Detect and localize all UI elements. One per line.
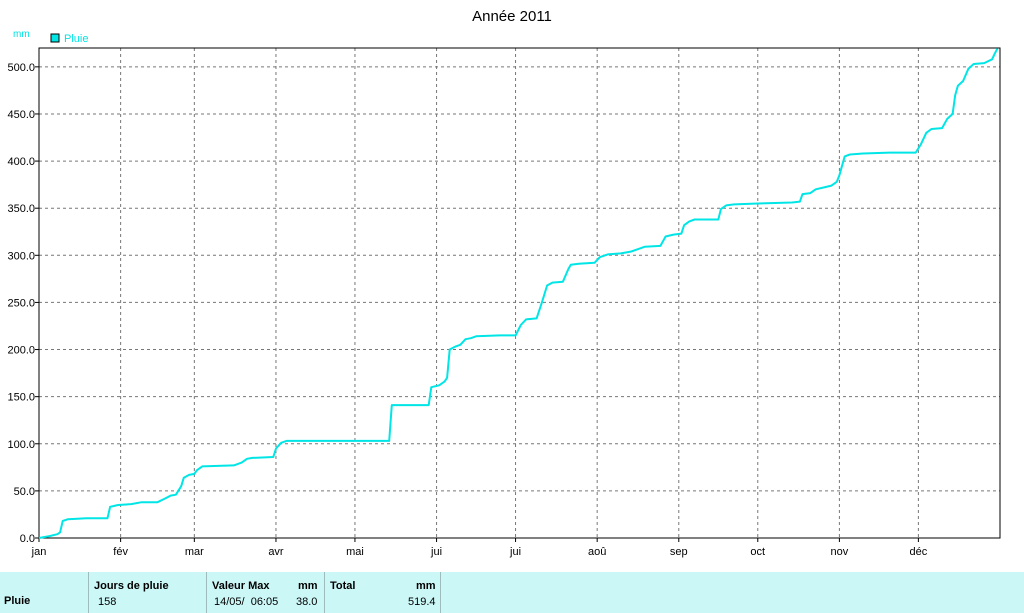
total-unit: mm: [416, 580, 436, 592]
x-tick-label: avr: [268, 546, 284, 558]
summary-footer: Pluie Jours de pluie 158 Valeur Max mm 1…: [0, 572, 1024, 613]
legend: Pluie: [50, 33, 88, 45]
legend-swatch: [50, 33, 60, 43]
series-line-pluie: [38, 48, 999, 539]
y-tick-label: 200.0: [7, 345, 35, 357]
plot-frame: [38, 47, 1001, 539]
y-tick-labels: 0.0 50.0 100.0 150.0 200.0 250.0 300.0 350.0 400…: [7, 62, 39, 545]
y-tick-label: 250.0: [7, 297, 35, 309]
chart-title: Année 2011: [472, 8, 552, 25]
jours-label: Jours de pluie: [94, 580, 169, 592]
y-tick-label: 150.0: [7, 392, 35, 404]
x-tick-label: déc: [910, 546, 928, 558]
row-label: Pluie: [4, 595, 31, 607]
vmax-label: Valeur Max: [212, 580, 270, 592]
y-tick-label: 300.0: [7, 250, 35, 262]
x-tick-labels: jan fév mar avr mai jui jui aoû sep oct nov déc: [31, 538, 928, 558]
jours-value: 158: [98, 596, 117, 608]
y-tick-label: 350.0: [7, 203, 35, 215]
vmax-unit: mm: [298, 580, 318, 592]
x-tick-label: aoû: [588, 546, 606, 558]
vmax-cell: Valeur Max mm 14/05/ 06:05 38.0: [206, 572, 325, 613]
y-tick-label: 450.0: [7, 109, 35, 121]
total-value: 519.4: [408, 596, 436, 608]
rainfall-chart: Année 2011 mm Pluie 0.0 50.0 100.0 150.0 200…: [7, 8, 1001, 558]
y-tick-label: 100.0: [7, 439, 35, 451]
x-tick-label: fév: [113, 546, 128, 558]
vmax-date: 14/05/ 06:05: [214, 596, 279, 608]
x-tick-label: jan: [31, 546, 47, 558]
y-tick-label: 400.0: [7, 156, 35, 168]
total-label: Total: [330, 580, 356, 592]
y-axis-unit: mm: [13, 29, 30, 40]
x-tick-label: mar: [185, 546, 204, 558]
x-tick-label: jui: [430, 546, 442, 558]
y-tick-label: 0.0: [20, 533, 35, 545]
x-tick-label: mai: [346, 546, 364, 558]
x-tick-label: sep: [670, 546, 688, 558]
legend-label: Pluie: [64, 33, 88, 45]
row-label-cell: Pluie: [0, 572, 89, 613]
y-tick-label: 500.0: [7, 62, 35, 74]
vmax-value: 38.0: [296, 596, 318, 608]
jours-cell: Jours de pluie 158: [88, 572, 207, 613]
x-tick-label: nov: [831, 546, 849, 558]
x-tick-label: jui: [509, 546, 521, 558]
total-cell: Total mm 519.4: [324, 572, 441, 613]
x-tick-label: oct: [750, 546, 765, 558]
grid: [39, 48, 1000, 538]
y-tick-label: 50.0: [14, 486, 35, 498]
